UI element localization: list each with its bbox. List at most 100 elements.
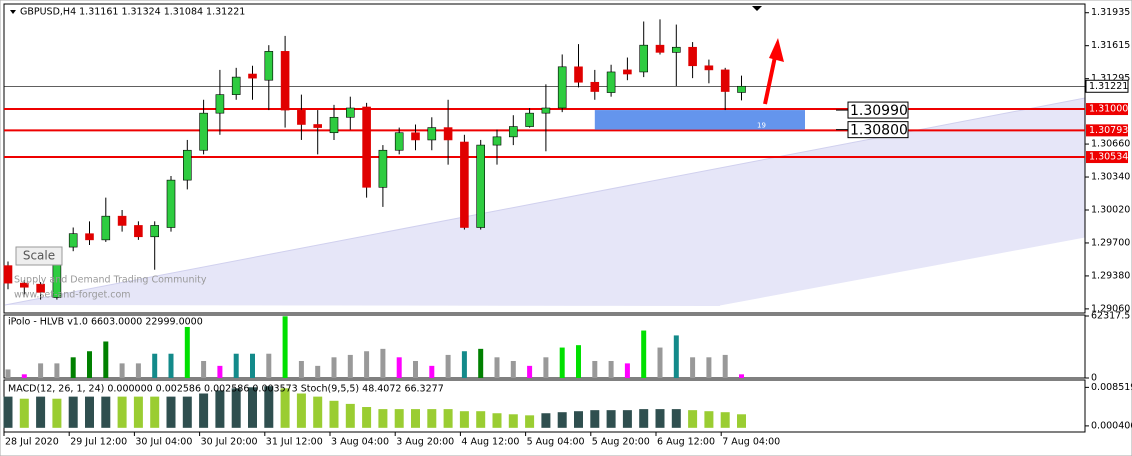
bar [68,396,78,428]
bar [704,411,714,428]
candle-body [264,51,274,81]
candle-body [411,132,420,141]
button-face[interactable] [15,246,63,266]
zone-label: 19 [757,122,766,130]
candle-body [606,71,616,93]
candle-body [36,283,45,293]
bar [608,360,614,378]
level-label: 1.30793 [1089,125,1128,136]
x-tick-label: 7 Aug 04:00 [722,437,780,448]
y-tick-label: 1.31935 [1091,7,1130,18]
y-tick-label: 1.30340 [1091,172,1130,183]
channel-line [719,237,1086,307]
bar [639,409,649,428]
panel-title: MACD(12, 26, 1, 24) 0.000000 0.002586 0.… [8,384,444,395]
y-tick-label: 1.30660 [1091,139,1130,150]
y-tick-label: 1.31615 [1091,40,1130,51]
bar [5,369,11,378]
bar [87,351,92,378]
candle-body [525,112,534,127]
bar [119,363,125,378]
x-tick-label: 3 Aug 20:00 [396,437,454,448]
bar [722,354,728,378]
level-tag [1086,124,1128,137]
bar [54,363,60,378]
scale-button[interactable]: Scale [15,246,63,266]
button-label[interactable]: Scale [23,249,55,263]
candle-body [280,51,290,111]
candle-body [639,44,649,73]
bar [671,409,681,428]
bar [559,347,565,378]
bar [101,396,111,428]
bar [739,374,744,378]
bar [282,316,288,378]
x-tick-label: 29 Jul 12:00 [70,437,127,448]
y-tick-label: 0.000406 [1091,420,1132,431]
level-label: 1.31000 [1089,104,1128,115]
bar [264,386,274,428]
bar [133,396,143,428]
zone-price: 1.30990 [850,103,908,119]
bar [641,330,647,378]
candle-body [117,215,127,226]
y-tick-label: 1.29380 [1091,270,1130,281]
bar [85,396,94,428]
bar [296,393,306,428]
candle-body [68,233,78,248]
bar [720,412,730,428]
candle-body [215,94,225,114]
main-panel [3,3,1086,314]
x-tick-label: 31 Jul 12:00 [266,437,323,448]
x-tick-label: 30 Jul 04:00 [135,437,192,448]
bar [525,415,535,428]
bar [103,341,109,378]
bar [184,326,190,378]
y-tick-label: 1.29060 [1091,303,1130,314]
bar [168,353,174,378]
bar [117,396,127,428]
candle-body [427,127,437,141]
bar [70,357,76,378]
bar [622,410,632,428]
panel-title: iPolo - HLVB v1.0 6603.0000 22999.0000 [8,317,203,328]
bar [215,390,225,428]
x-tick-label: 5 Aug 04:00 [527,437,585,448]
bar [135,363,141,378]
bar [574,411,583,428]
bar [541,413,551,428]
zone [594,110,805,130]
bar [706,357,712,378]
bar [478,348,484,378]
menu-arrow [10,10,16,14]
candle-body [394,132,404,151]
bar [231,388,241,428]
y-tick-label: 62317.5 [1091,311,1130,322]
candle-body [3,265,13,284]
bar [673,335,679,378]
candle-body [199,112,208,151]
bar [380,348,386,378]
bar [413,360,418,378]
bar [592,360,598,378]
bar [445,354,451,378]
candle-body [134,225,143,238]
candle-body [150,225,159,238]
plot: 1.31935 1.31615 1.31295 1.30660 1.30340 1.300… [3,7,1132,448]
bar [378,409,388,428]
x-tick-label: 30 Jul 20:00 [201,437,258,448]
x-tick-label: 3 Aug 04:00 [331,437,389,448]
candle-body [574,66,583,83]
bar [52,398,62,428]
bar [201,360,207,378]
bar [248,387,257,428]
candle-body [688,46,697,67]
bar [36,396,46,428]
bar [459,411,469,428]
candle-body [101,215,111,241]
bar [182,396,192,428]
candle-body [476,144,486,228]
bar [429,365,435,378]
candle-body [508,126,518,138]
level-tag [1086,103,1128,116]
